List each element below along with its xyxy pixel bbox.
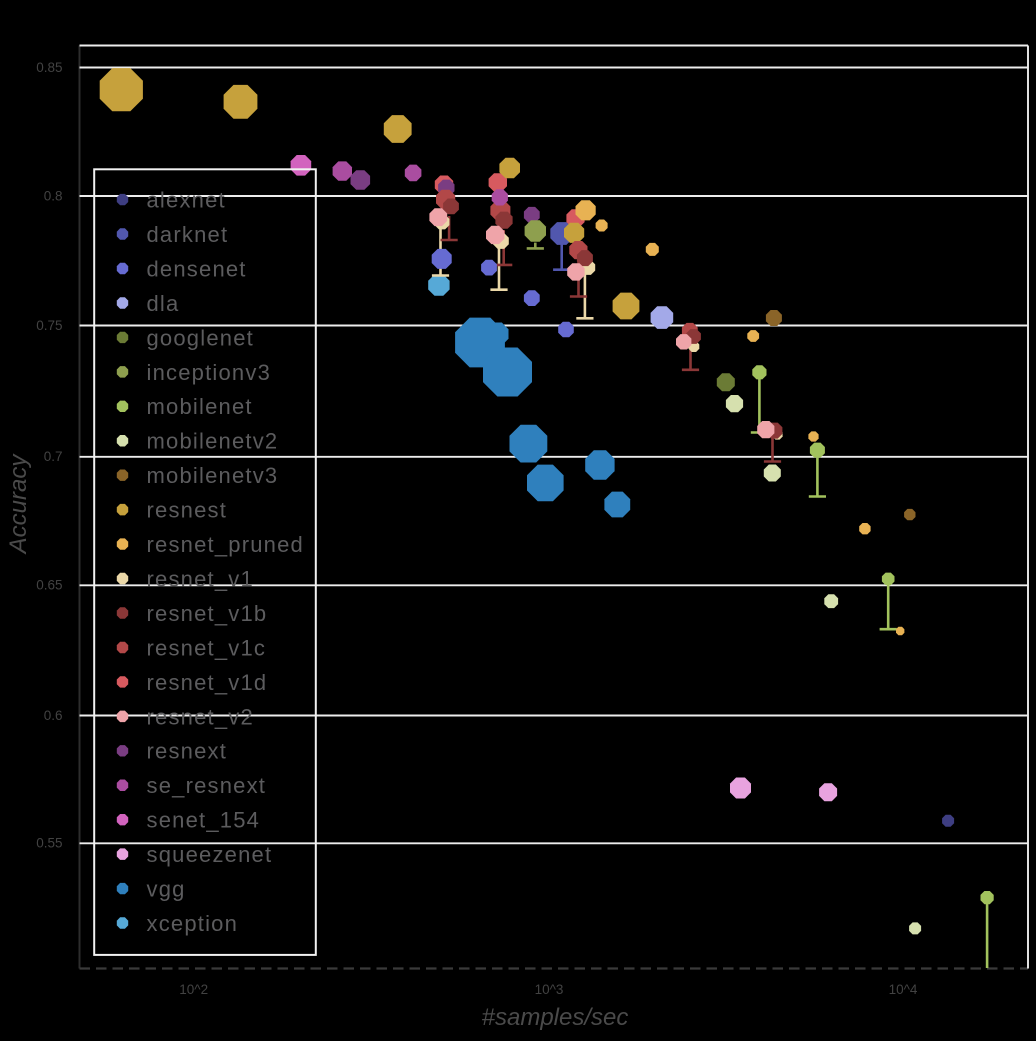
svg-text:0.85: 0.85 bbox=[36, 60, 62, 75]
svg-text:10^3: 10^3 bbox=[535, 982, 564, 997]
svg-text:resnet_v1: resnet_v1 bbox=[147, 566, 254, 591]
svg-text:resnet_v1b: resnet_v1b bbox=[147, 601, 268, 626]
svg-text:#samples/sec: #samples/sec bbox=[482, 1004, 629, 1031]
svg-text:0.8: 0.8 bbox=[44, 188, 63, 203]
svg-text:resnet_v1d: resnet_v1d bbox=[147, 670, 268, 695]
svg-text:senet_154: senet_154 bbox=[147, 808, 261, 833]
svg-text:vgg: vgg bbox=[147, 877, 186, 902]
svg-text:se_resnext: se_resnext bbox=[147, 773, 267, 798]
svg-text:xception: xception bbox=[147, 911, 239, 936]
svg-text:0.7: 0.7 bbox=[44, 449, 63, 464]
svg-text:10^2: 10^2 bbox=[179, 982, 208, 997]
svg-text:densenet: densenet bbox=[147, 256, 247, 281]
svg-text:Accuracy: Accuracy bbox=[5, 453, 32, 556]
svg-text:alexnet: alexnet bbox=[147, 188, 226, 213]
svg-text:resnest: resnest bbox=[147, 498, 228, 523]
svg-text:10^4: 10^4 bbox=[889, 982, 918, 997]
svg-text:dla: dla bbox=[147, 291, 180, 316]
svg-text:resnet_v1c: resnet_v1c bbox=[147, 635, 267, 660]
svg-text:0.75: 0.75 bbox=[36, 318, 62, 333]
svg-text:mobilenetv2: mobilenetv2 bbox=[147, 429, 279, 454]
svg-text:inceptionv3: inceptionv3 bbox=[147, 360, 272, 385]
svg-text:darknet: darknet bbox=[147, 222, 229, 247]
svg-text:0.65: 0.65 bbox=[36, 578, 62, 593]
svg-text:resnet_pruned: resnet_pruned bbox=[147, 532, 304, 557]
svg-text:googlenet: googlenet bbox=[147, 325, 254, 350]
svg-text:0.6: 0.6 bbox=[44, 708, 63, 723]
svg-text:0.55: 0.55 bbox=[36, 836, 62, 851]
svg-text:mobilenetv3: mobilenetv3 bbox=[147, 463, 279, 488]
svg-text:mobilenet: mobilenet bbox=[147, 394, 253, 419]
svg-text:squeezenet: squeezenet bbox=[147, 842, 273, 867]
svg-text:resnext: resnext bbox=[147, 739, 228, 764]
svg-text:resnet_v2: resnet_v2 bbox=[147, 704, 254, 729]
